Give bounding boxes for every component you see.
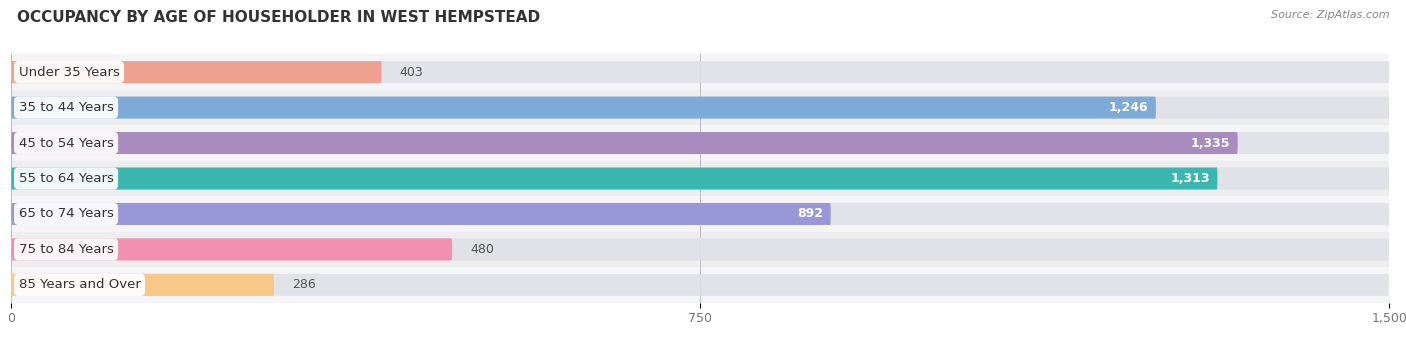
FancyBboxPatch shape [11, 132, 1389, 154]
Bar [11, 125, 1389, 161]
FancyBboxPatch shape [11, 203, 831, 225]
Text: OCCUPANCY BY AGE OF HOUSEHOLDER IN WEST HEMPSTEAD: OCCUPANCY BY AGE OF HOUSEHOLDER IN WEST … [17, 10, 540, 25]
Text: 85 Years and Over: 85 Years and Over [18, 278, 141, 291]
Text: 1,246: 1,246 [1109, 101, 1149, 114]
Text: 65 to 74 Years: 65 to 74 Years [18, 207, 114, 220]
FancyBboxPatch shape [11, 203, 1389, 225]
FancyBboxPatch shape [11, 61, 1389, 83]
Text: 55 to 64 Years: 55 to 64 Years [18, 172, 114, 185]
FancyBboxPatch shape [11, 274, 274, 296]
Text: 892: 892 [797, 207, 824, 220]
Text: 75 to 84 Years: 75 to 84 Years [18, 243, 114, 256]
Bar [11, 90, 1389, 125]
Bar [11, 196, 1389, 232]
Text: 286: 286 [292, 278, 316, 291]
Text: 480: 480 [471, 243, 495, 256]
Bar [11, 54, 1389, 90]
Bar [11, 161, 1389, 196]
Text: 1,313: 1,313 [1171, 172, 1211, 185]
FancyBboxPatch shape [11, 168, 1218, 189]
FancyBboxPatch shape [11, 238, 451, 260]
Text: Source: ZipAtlas.com: Source: ZipAtlas.com [1271, 10, 1389, 20]
Text: 1,335: 1,335 [1191, 137, 1230, 150]
Text: 35 to 44 Years: 35 to 44 Years [18, 101, 114, 114]
FancyBboxPatch shape [11, 97, 1389, 119]
FancyBboxPatch shape [11, 97, 1156, 119]
FancyBboxPatch shape [11, 132, 1237, 154]
FancyBboxPatch shape [11, 274, 1389, 296]
Text: 403: 403 [399, 66, 423, 79]
Text: 45 to 54 Years: 45 to 54 Years [18, 137, 114, 150]
Bar [11, 267, 1389, 303]
FancyBboxPatch shape [11, 168, 1389, 189]
Text: Under 35 Years: Under 35 Years [18, 66, 120, 79]
Bar [11, 232, 1389, 267]
FancyBboxPatch shape [11, 61, 381, 83]
FancyBboxPatch shape [11, 238, 1389, 260]
